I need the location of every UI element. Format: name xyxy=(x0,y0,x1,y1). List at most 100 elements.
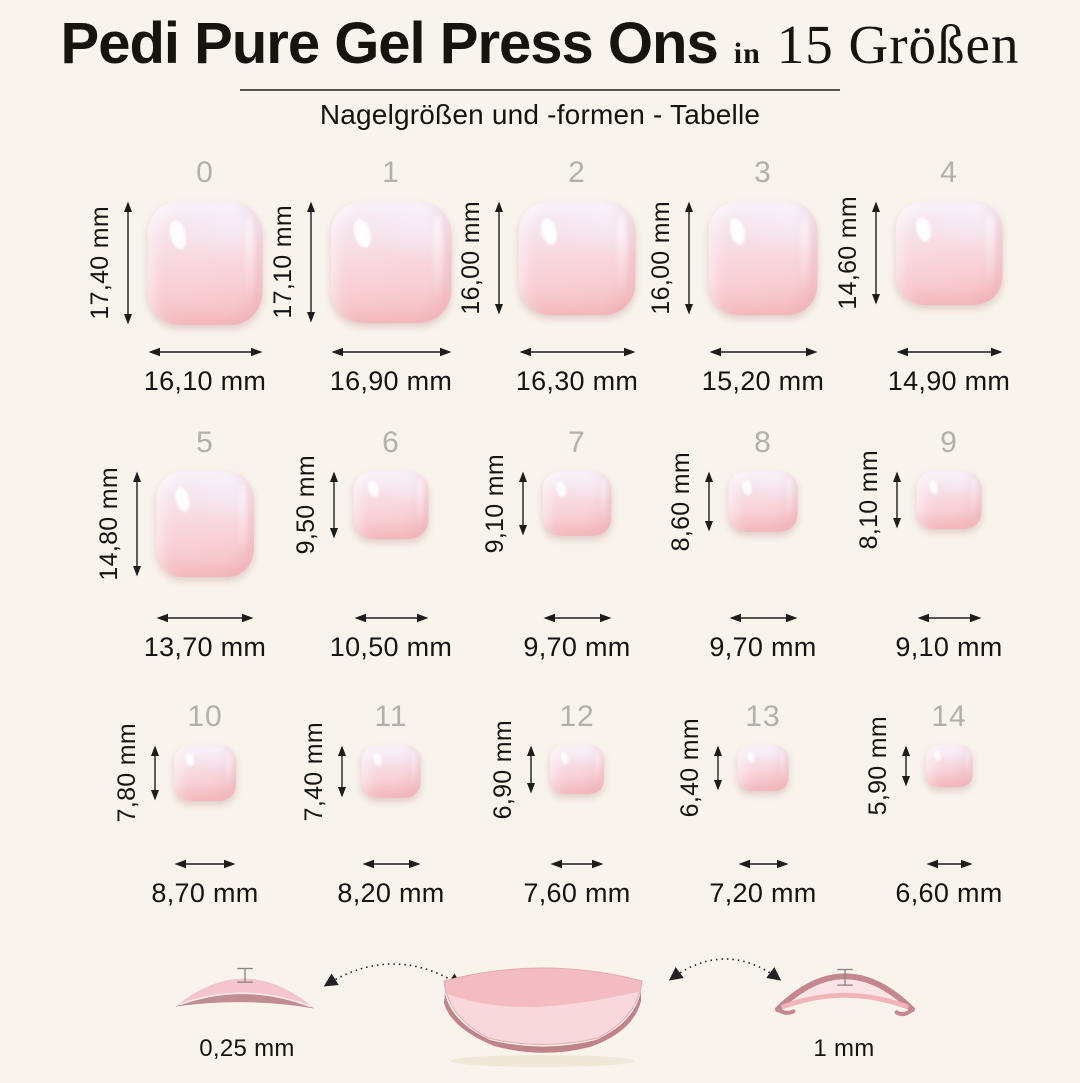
width-label: 9,70 mm xyxy=(709,632,817,662)
vertical-arrow-icon xyxy=(307,201,315,323)
width-label: 8,70 mm xyxy=(151,878,259,908)
width-label: 9,70 mm xyxy=(523,632,631,662)
height-label: 7,40 mm xyxy=(300,721,328,822)
size-number: 1 xyxy=(382,156,400,189)
height-measure: 9,50 mm xyxy=(292,455,340,555)
size-cell: 12 6,90 mm xyxy=(484,697,670,909)
profile-section: 0,25 mm 1 mm xyxy=(0,927,1080,1083)
nail-measure-area: 7,80 mm xyxy=(112,723,298,857)
height-measure: 17,10 mm xyxy=(269,201,317,323)
vertical-arrow-icon xyxy=(902,745,910,787)
width-label: 8,20 mm xyxy=(337,878,445,908)
width-arrow-icon xyxy=(729,613,797,623)
size-number: 0 xyxy=(196,156,214,189)
height-measure: 16,00 mm xyxy=(457,201,505,315)
width-arrow-icon xyxy=(354,613,428,623)
width-label: 7,20 mm xyxy=(709,878,817,908)
flip-arrow-right-icon xyxy=(668,958,782,981)
header: Pedi Pure Gel Press Ons in 15 Größen Nag… xyxy=(0,0,1080,131)
nail-measure-area: 8,60 mm xyxy=(667,452,856,611)
size-cell: 2 16,00 mm xyxy=(457,153,670,397)
size-cell: 9 8,10 mm xyxy=(855,423,1042,663)
size-number: 13 xyxy=(745,700,781,733)
height-measure: 14,60 mm xyxy=(834,196,882,310)
width-label: 16,10 mm xyxy=(143,366,267,396)
width-label: 9,10 mm xyxy=(895,632,1003,662)
nail-measure-area: 17,10 mm xyxy=(269,195,484,345)
nail-illustration xyxy=(542,471,612,536)
title-small-word: in xyxy=(733,37,761,70)
width-arrow-icon xyxy=(156,613,254,623)
height-label: 7,80 mm xyxy=(113,723,141,823)
size-cell: 7 9,10 mm xyxy=(481,423,670,663)
nail-illustration xyxy=(728,471,798,532)
nail-illustration xyxy=(550,745,604,794)
height-label: 8,10 mm xyxy=(855,450,883,550)
width-arrow-icon xyxy=(738,859,788,869)
vertical-arrow-icon xyxy=(872,201,880,305)
nail-illustration xyxy=(156,471,254,577)
nail-illustration xyxy=(895,201,1003,305)
height-label: 14,60 mm xyxy=(834,196,862,310)
height-label: 14,80 mm xyxy=(95,467,123,581)
nail-measure-area: 16,00 mm xyxy=(647,195,856,345)
thin-nail-cross-section-icon xyxy=(175,967,315,1009)
size-cell: 13 6,40 mm xyxy=(670,697,856,909)
thick-thickness-label: 1 mm xyxy=(813,1035,875,1062)
height-label: 16,00 mm xyxy=(457,201,485,315)
size-number: 10 xyxy=(187,700,223,733)
height-measure: 7,80 mm xyxy=(113,723,161,823)
nail-illustration xyxy=(518,201,636,315)
flip-arrow-left-icon xyxy=(323,963,463,987)
width-label: 15,20 mm xyxy=(701,366,825,396)
height-label: 17,10 mm xyxy=(269,205,297,319)
size-number: 14 xyxy=(931,700,967,733)
nail-illustration xyxy=(353,471,429,539)
nail-illustration xyxy=(174,745,236,801)
size-cell: 1 17,10 mm xyxy=(269,153,484,397)
thick-nail-cross-section-icon xyxy=(775,968,915,1017)
height-label: 17,40 mm xyxy=(86,206,114,320)
width-arrow-icon xyxy=(926,859,972,869)
height-label: 9,10 mm xyxy=(481,453,509,554)
vertical-arrow-icon xyxy=(685,201,693,315)
width-arrow-icon xyxy=(148,347,262,357)
nail-measure-area: 9,10 mm xyxy=(481,454,670,611)
size-cell: 3 16,00 mm xyxy=(647,153,856,397)
width-label: 14,90 mm xyxy=(887,366,1011,396)
width-label: 10,50 mm xyxy=(329,632,453,662)
nail-illustration xyxy=(737,745,789,791)
vertical-arrow-icon xyxy=(495,201,503,315)
subtitle: Nagelgrößen und -formen - Tabelle xyxy=(319,99,761,130)
height-measure: 6,40 mm xyxy=(676,718,724,818)
nail-illustration xyxy=(330,201,452,323)
title-divider xyxy=(240,89,840,91)
height-measure: 8,10 mm xyxy=(855,450,903,550)
size-cell: 4 14,60 mm xyxy=(834,153,1042,397)
width-arrow-icon xyxy=(917,613,981,623)
nail-illustration xyxy=(147,201,263,325)
width-arrow-icon xyxy=(896,347,1002,357)
size-cell: 14 5,90 mm xyxy=(856,697,1042,909)
height-measure: 14,80 mm xyxy=(95,467,143,581)
width-arrow-icon xyxy=(519,347,635,357)
vertical-arrow-icon xyxy=(527,745,535,794)
height-measure: 9,10 mm xyxy=(481,454,529,553)
width-label: 16,90 mm xyxy=(329,366,453,396)
height-measure: 7,40 mm xyxy=(300,722,348,821)
nail-measure-area: 5,90 mm xyxy=(856,716,1042,857)
nail-measure-area: 16,00 mm xyxy=(457,195,670,345)
nail-measure-area: 9,50 mm xyxy=(292,455,484,611)
size-number: 9 xyxy=(940,426,958,459)
size-number: 8 xyxy=(754,426,772,459)
height-measure: 6,90 mm xyxy=(489,720,537,819)
nail-measure-area: 14,60 mm xyxy=(834,195,1042,345)
nail-measure-area: 17,40 mm xyxy=(86,195,298,345)
height-label: 8,60 mm xyxy=(667,451,695,552)
height-measure: 8,60 mm xyxy=(667,452,715,551)
width-arrow-icon xyxy=(331,347,451,357)
nail-illustration xyxy=(925,745,973,787)
nail-illustration xyxy=(361,745,421,798)
nail-front-view-icon xyxy=(443,967,643,1067)
